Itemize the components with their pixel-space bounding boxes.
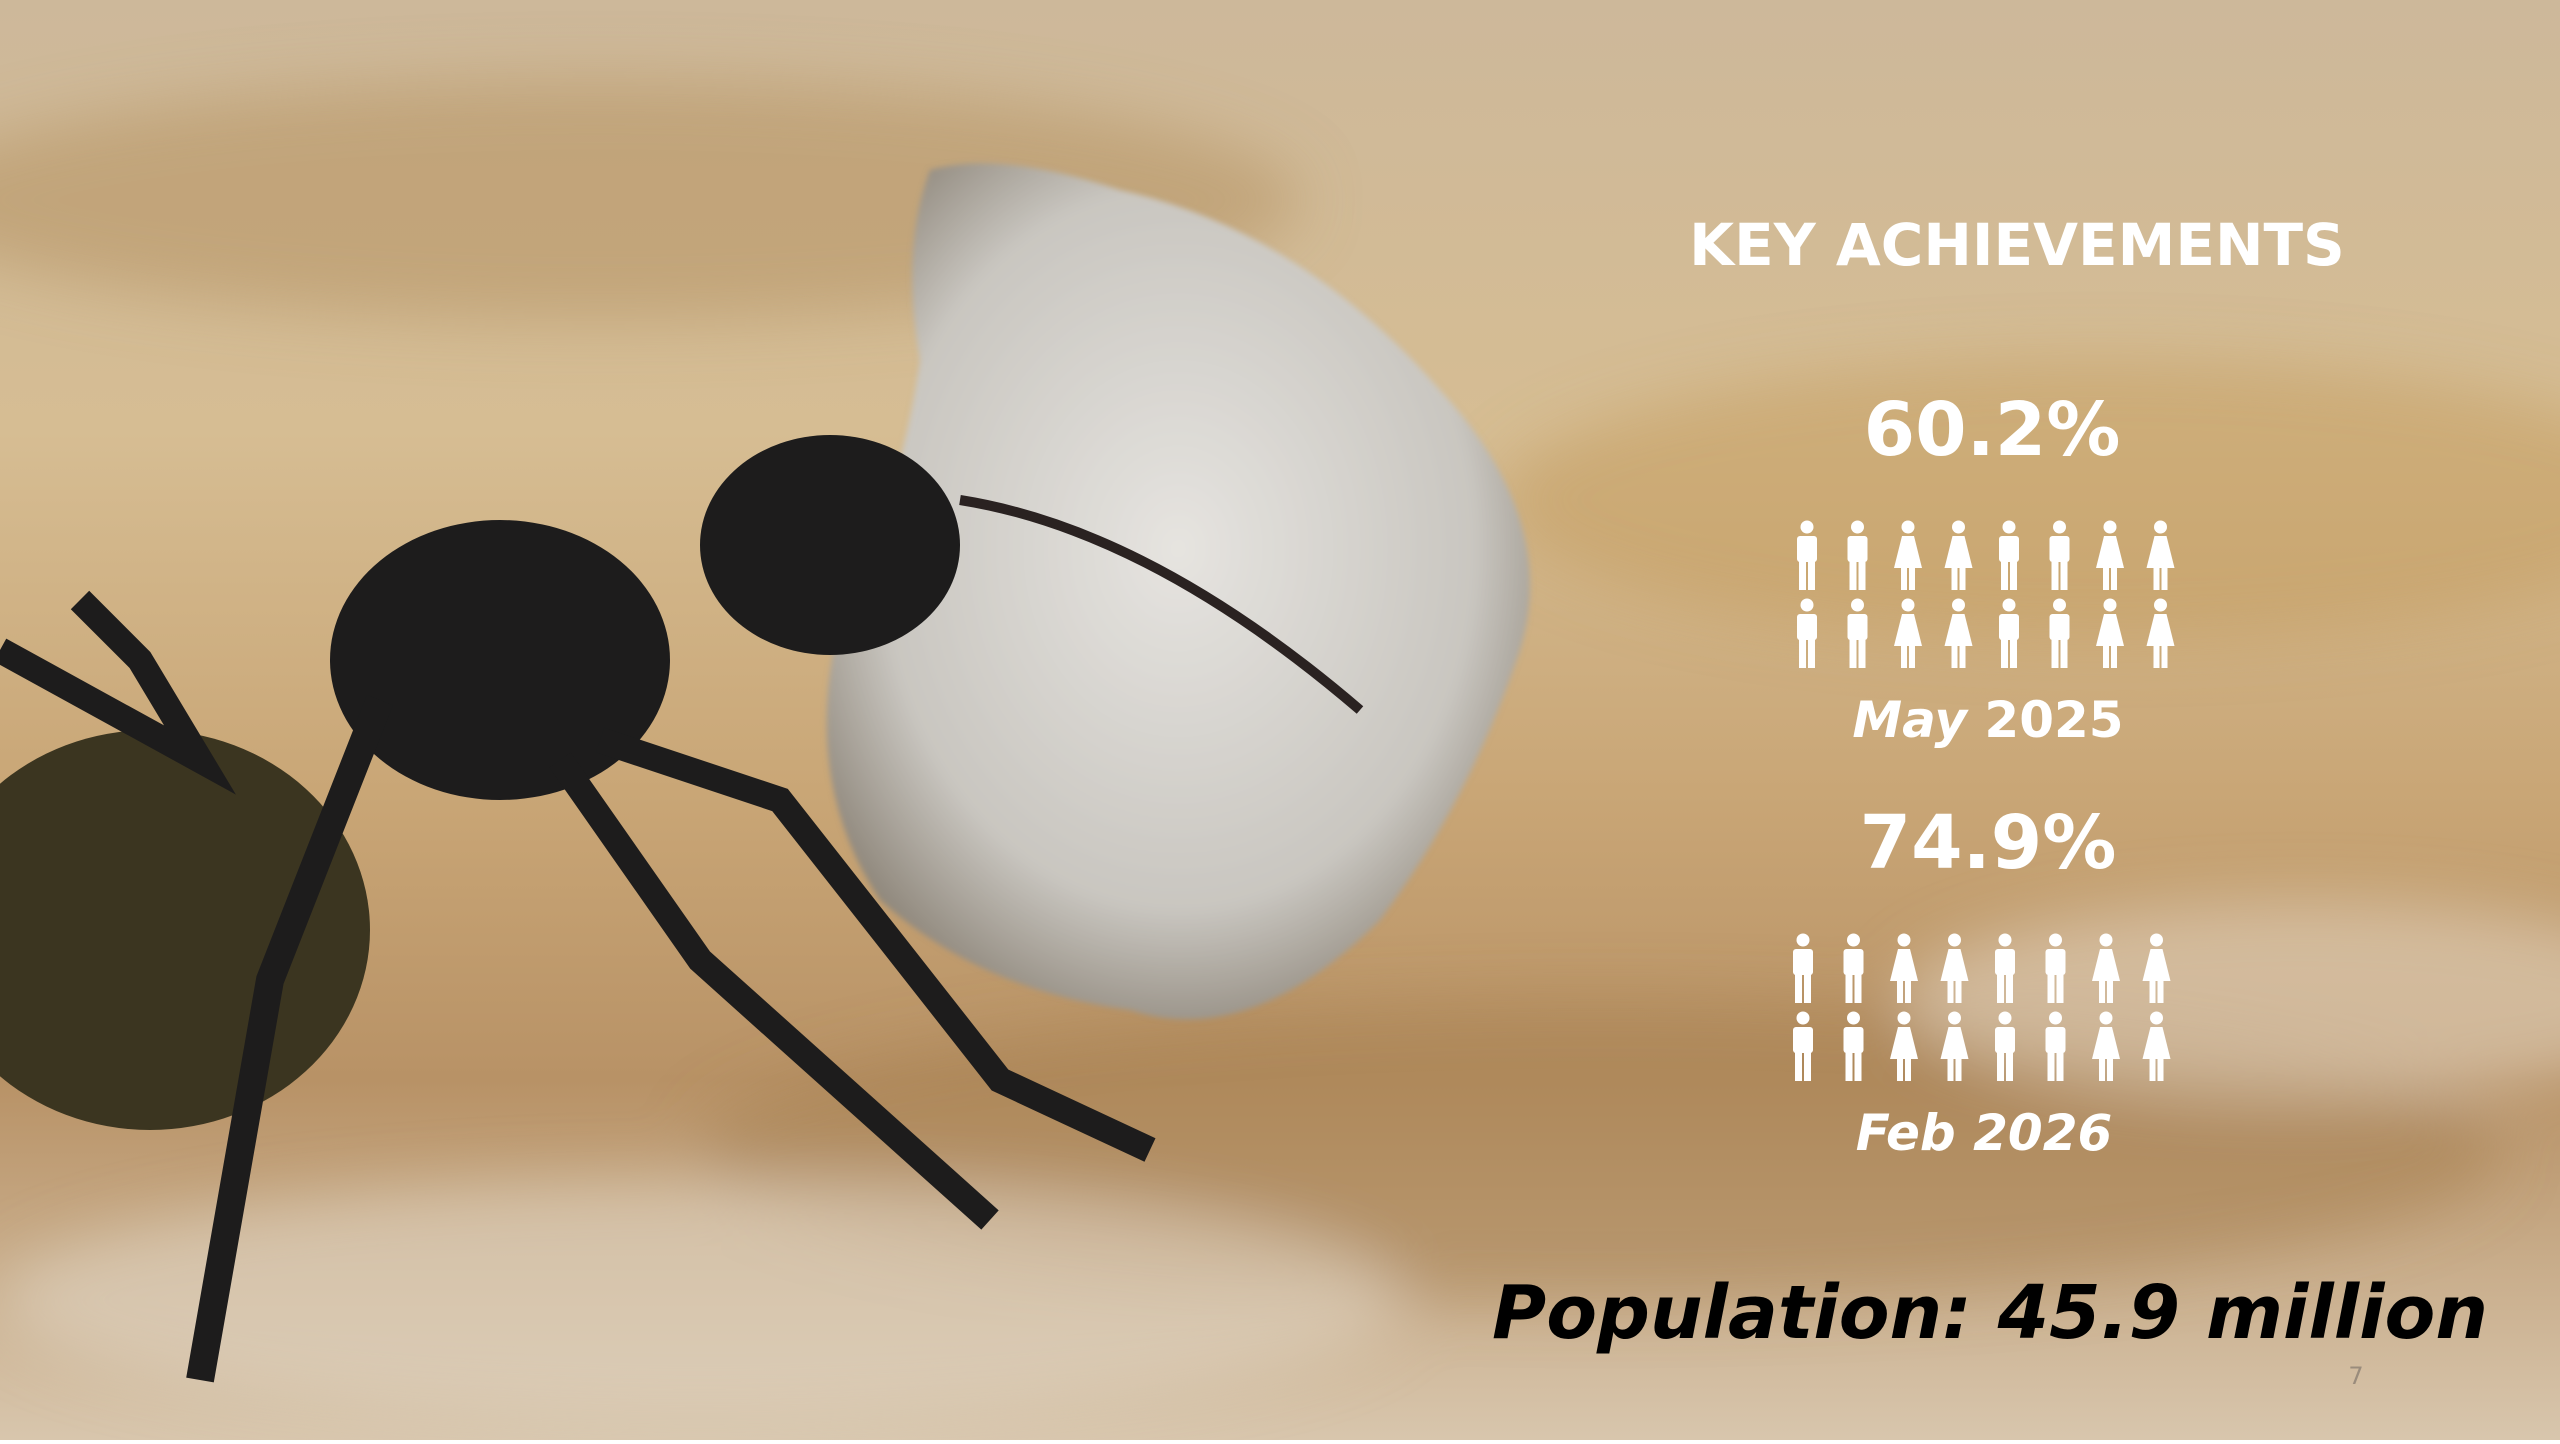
stat-value: 60.2%: [1864, 387, 2121, 473]
title: KEY ACHIEVEMENTS: [1689, 211, 2345, 279]
stat-date: Feb 2026: [1856, 1104, 2113, 1162]
stat-year: 2025: [1984, 691, 2123, 749]
stat-month: Feb: [1856, 1104, 1956, 1162]
page-number: 7: [2348, 1362, 2363, 1390]
stat-value: 74.9%: [1860, 800, 2117, 886]
stat-date: May 2025: [1852, 691, 2123, 749]
stat-month: May: [1852, 691, 1969, 749]
slide: KEY ACHIEVEMENTS 60.2% May 2025 74.9% Feb 2…: [0, 0, 2560, 1440]
stat-year: 2026: [1973, 1104, 2112, 1162]
population: Population: 45.9 million: [1492, 1270, 2488, 1356]
